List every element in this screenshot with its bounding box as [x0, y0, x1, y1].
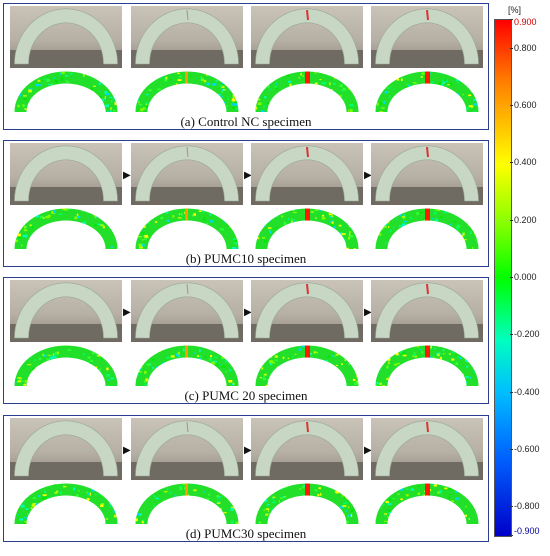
colorbar-tick-label: 0.600	[514, 100, 537, 110]
strain-map	[251, 207, 363, 253]
strain-colorbar	[494, 19, 512, 537]
strain-map	[251, 70, 363, 116]
colorbar-tick	[510, 391, 513, 393]
colorbar-tick	[510, 334, 513, 336]
colorbar-tick	[510, 162, 513, 164]
colorbar-tick	[510, 219, 513, 221]
colorbar-tick-label: 0.400	[514, 157, 537, 168]
strain-map	[371, 70, 483, 116]
colorbar-tick-label: 0.200	[514, 214, 537, 225]
strain-map	[371, 344, 483, 390]
specimen-photo	[371, 280, 483, 342]
colorbar-tick	[510, 506, 513, 508]
specimen-photo	[251, 418, 363, 480]
strain-map	[251, 482, 363, 528]
strain-map	[10, 207, 122, 253]
specimen-photo	[371, 143, 483, 205]
strain-map	[131, 482, 243, 528]
specimen-photo	[371, 418, 483, 480]
colorbar-tick	[510, 449, 513, 450]
strain-map	[131, 70, 243, 116]
specimen-photo	[10, 6, 122, 68]
colorbar-tick	[510, 105, 513, 106]
strain-map	[131, 207, 243, 253]
colorbar-tick	[510, 277, 513, 278]
colorbar-tick-label: -0.800	[514, 501, 540, 512]
colorbar-tick	[510, 19, 513, 20]
strain-map	[371, 207, 483, 253]
panel-caption: (b) PUMC10 specimen	[185, 251, 307, 266]
panel-b: (b) PUMC10 specimen ▶ ▶ ▶	[3, 140, 489, 267]
strain-map	[10, 70, 122, 116]
specimen-photo	[10, 280, 122, 342]
colorbar-tick-label: -0.200	[514, 329, 540, 340]
colorbar-tick-label: 0.800	[514, 42, 537, 53]
specimen-photo	[251, 143, 363, 205]
right-arrow-icon: ▶	[123, 170, 131, 181]
specimen-photo	[131, 418, 243, 480]
strain-map	[10, 482, 122, 528]
panel-caption: (c) PUMC 20 specimen	[184, 388, 308, 403]
specimen-photo	[251, 280, 363, 342]
colorbar-tick-label: -0.400	[514, 386, 540, 397]
colorbar-tick-label: -0.600	[514, 444, 540, 454]
right-arrow-icon: ▶	[364, 170, 372, 181]
specimen-photo	[131, 280, 243, 342]
panel-caption: (a) Control NC specimen	[180, 114, 312, 129]
specimen-photo	[251, 6, 363, 68]
specimen-photo	[131, 143, 243, 205]
specimen-photo	[131, 6, 243, 68]
right-arrow-icon: ▶	[123, 307, 131, 318]
panel-a: (a) Control NC specimen	[3, 3, 489, 130]
colorbar-unit: [%]	[508, 5, 522, 15]
strain-map	[10, 344, 122, 390]
colorbar-tick	[510, 47, 513, 49]
right-arrow-icon: ▶	[244, 170, 252, 181]
specimen-photo	[371, 6, 483, 68]
right-arrow-icon: ▶	[244, 445, 252, 456]
colorbar-tick-label: -0.900	[514, 526, 540, 536]
specimen-photo	[10, 143, 122, 205]
right-arrow-icon: ▶	[123, 445, 131, 456]
colorbar-tick	[510, 535, 513, 536]
colorbar-tick-label: 0.900	[514, 17, 537, 27]
strain-map	[371, 482, 483, 528]
panel-caption: (d) PUMC30 specimen	[185, 526, 307, 541]
strain-map	[251, 344, 363, 390]
right-arrow-icon: ▶	[244, 307, 252, 318]
strain-map	[131, 344, 243, 390]
panel-d: (d) PUMC30 specimen ▶ ▶ ▶	[3, 415, 489, 542]
colorbar-tick-label: 0.000	[514, 272, 537, 282]
panel-c: (c) PUMC 20 specimen ▶ ▶ ▶	[3, 277, 489, 404]
specimen-photo	[10, 418, 122, 480]
right-arrow-icon: ▶	[364, 307, 372, 318]
right-arrow-icon: ▶	[364, 445, 372, 456]
